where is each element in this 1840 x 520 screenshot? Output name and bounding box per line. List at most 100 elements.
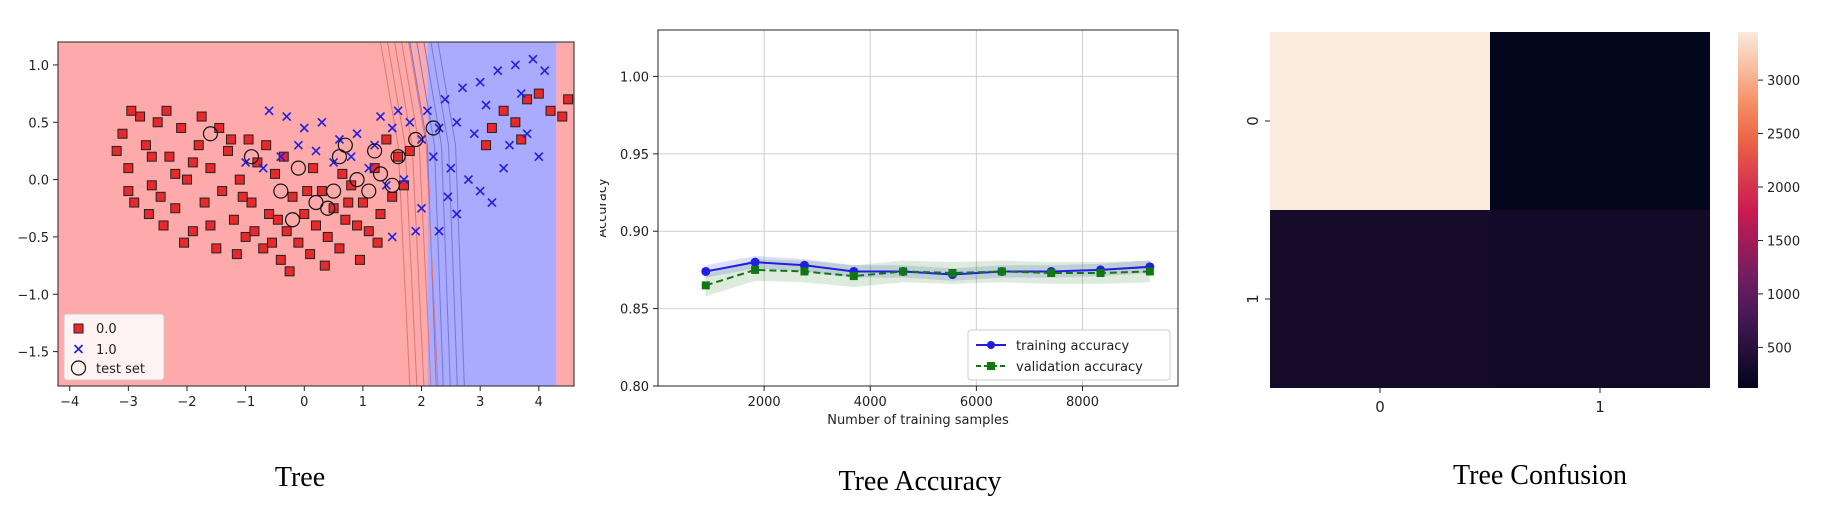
class0-point [199,197,210,208]
validation-point [800,267,809,276]
class1-point [258,163,268,173]
colorbar-tick-label: 2000 [1767,181,1800,196]
class1-point [443,192,453,202]
legend-marker-class1 [73,344,84,354]
class0-point [352,220,363,231]
accuracy-caption: Tree Accuracy [838,466,1002,497]
legend-label-validation: validation accuracy [1016,360,1143,375]
class0-point [217,186,228,197]
series-line-1 [705,268,1150,287]
class0-point [246,197,257,208]
class1-point [452,209,462,219]
boundary-line [437,42,457,146]
class0-point [319,260,330,271]
class0-point [305,249,316,260]
class1-point [375,111,386,122]
class0-point [214,123,225,133]
boundary-line [416,42,435,146]
y-tick-label: 0.90 [620,225,649,240]
plot-frame [57,41,575,387]
class0-point [387,191,398,202]
class0-point [533,88,544,99]
class0-point [510,117,521,128]
class0-point [375,209,386,219]
tree-accuracy-chart: 2000 4000 6000 8000 1.00 0.95 0.90 0.85 0.80 Numb… [600,29,1179,428]
class1-point [434,226,444,236]
class1-point [317,117,327,127]
class1-point [370,140,380,150]
class1-point [510,60,520,70]
test-point [284,212,301,228]
class0-point [308,163,319,174]
validation-point [751,265,760,274]
test-point [384,177,400,193]
class0-point [187,226,198,237]
boundary-line [448,145,458,386]
class0-point [135,111,146,122]
class0-point [179,237,190,248]
class0-point [143,209,154,219]
class1-point [434,123,444,133]
class0-point [146,180,157,191]
class1-point [487,197,497,208]
test-point [320,200,336,216]
boundary-line [394,42,413,146]
class0-point [486,123,497,133]
class0-point [129,197,140,208]
boundary-line [387,42,406,146]
tree-caption: Tree [274,462,326,493]
validation-point [1096,269,1105,278]
test-point [367,143,383,159]
class0-point [196,111,207,122]
heatmap-cell-1-1 [1490,210,1710,388]
validation-point [899,267,908,276]
y-tick-label: 1 [1244,294,1262,304]
class0-point [346,180,357,191]
colorbar-tick-label: 2500 [1767,128,1800,143]
class0-point [340,214,351,225]
class0-point [228,214,239,225]
class1-point [381,180,391,190]
class0-point [302,186,313,197]
class0-point [372,237,383,248]
class1-point [387,123,397,133]
class1-point [499,163,509,173]
class0-point [522,94,533,105]
class1-point [452,117,462,127]
class0-point [357,197,368,208]
class0-point [369,163,380,174]
class0-point [381,134,392,145]
class0-point [231,249,242,260]
class0-point [237,191,248,202]
boundary-line [425,145,439,386]
x-tick-label: −4 [60,395,79,410]
class1-point [516,89,526,99]
x-tick-label: 2 [417,395,425,410]
class0-point [205,220,216,231]
series-band-1 [705,259,1150,297]
class0-point [117,128,128,139]
x-tick-label: 1 [359,395,367,410]
class1-point [393,106,403,116]
class0-point [264,209,275,219]
x-tick-label: 8000 [1066,395,1099,410]
class0-point [170,168,181,179]
y-tick-label: 0.95 [620,148,649,163]
class1-point [475,77,485,87]
y-tick-label: 0.80 [620,380,649,395]
plot-background [658,30,1178,386]
legend-marker-class0 [73,323,84,334]
test-point [372,166,389,182]
training-point [701,266,711,276]
validation-point [1047,269,1056,278]
confusion-panel: 0 1 0 1 3000 2500 2000 1500 1000 500 Tree Confusi… [1240,0,1840,520]
accuracy-panel: 2000 4000 6000 8000 1.00 0.95 0.90 0.85 0.80 Numb… [600,0,1240,520]
heatmap-cell-0-0 [1270,32,1490,210]
class0-point [354,254,365,265]
boundary-line [409,42,428,146]
class0-point [481,140,492,151]
class0-point [234,174,245,185]
y-axis-label: Accuracy [600,178,610,238]
class0-point [284,266,295,277]
decision-region-2 [556,42,574,386]
